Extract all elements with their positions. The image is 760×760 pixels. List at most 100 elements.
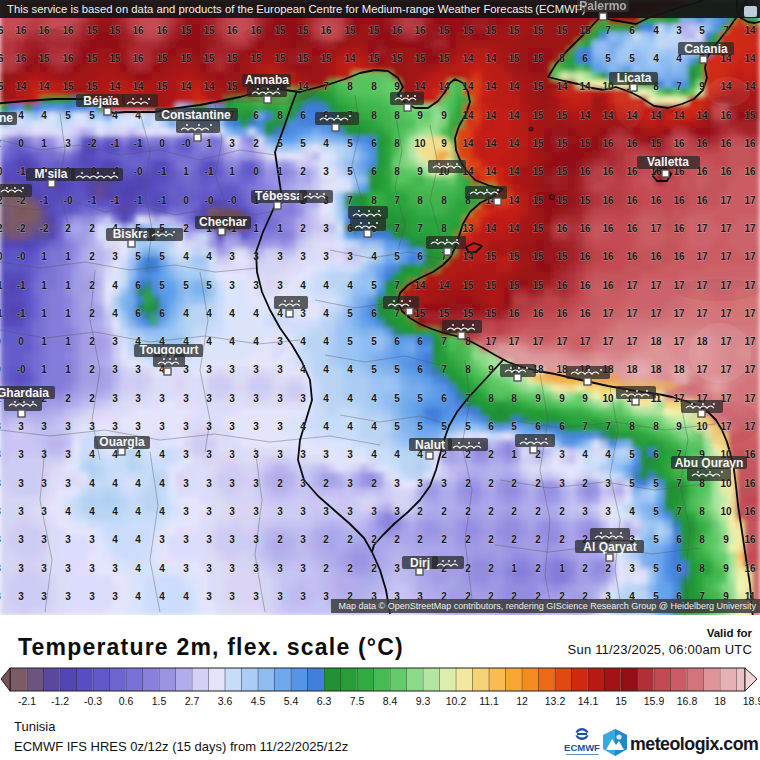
svg-text:16: 16 [132,53,144,64]
svg-text:9: 9 [441,138,447,149]
svg-text:-1: -1 [0,280,3,291]
svg-text:3: 3 [206,534,212,545]
svg-text:10: 10 [602,393,614,404]
svg-text:16: 16 [650,195,662,206]
svg-text:17: 17 [720,251,732,262]
svg-text:9: 9 [417,110,423,121]
svg-text:5: 5 [394,251,400,262]
svg-text:9: 9 [723,563,729,574]
svg-text:8: 8 [371,81,377,92]
svg-text:3: 3 [229,478,235,489]
svg-text:15: 15 [438,308,450,319]
svg-text:3: 3 [676,25,682,36]
svg-text:14: 14 [462,251,474,262]
svg-text:3: 3 [441,478,447,489]
svg-text:-0: -0 [182,138,191,149]
svg-text:4: 4 [300,364,306,375]
svg-text:17: 17 [720,223,732,234]
svg-text:3: 3 [89,591,95,602]
svg-text:17: 17 [744,308,756,319]
svg-text:4: 4 [323,421,329,432]
svg-text:-1: -1 [158,195,167,206]
svg-text:4: 4 [347,421,353,432]
svg-text:5: 5 [371,280,377,291]
svg-text:4: 4 [135,506,141,517]
svg-text:18.9: 18.9 [743,695,760,707]
svg-text:1: 1 [511,449,517,460]
svg-text:4: 4 [112,308,118,319]
svg-text:Biskra: Biskra [113,227,150,241]
svg-text:3: 3 [229,138,235,149]
svg-text:3: 3 [253,449,259,460]
svg-text:7: 7 [441,364,447,375]
svg-text:16: 16 [226,25,238,36]
svg-text:3: 3 [65,449,71,460]
svg-text:3: 3 [582,506,588,517]
svg-text:14: 14 [508,138,520,149]
svg-text:4: 4 [112,534,118,545]
svg-text:14: 14 [462,81,474,92]
svg-text:3: 3 [347,506,353,517]
svg-text:15: 15 [615,695,627,707]
svg-text:1: 1 [277,223,283,234]
svg-text:4: 4 [135,563,141,574]
svg-text:2: 2 [347,563,353,574]
svg-text:2: 2 [277,534,283,545]
svg-text:Catania: Catania [684,42,728,56]
svg-text:2: 2 [394,534,400,545]
svg-text:4: 4 [582,449,588,460]
svg-text:16: 16 [414,25,426,36]
svg-text:3: 3 [323,251,329,262]
svg-text:14: 14 [579,110,591,121]
svg-text:3: 3 [417,478,423,489]
svg-text:17: 17 [626,308,638,319]
svg-text:16: 16 [391,25,403,36]
svg-text:14: 14 [508,223,520,234]
svg-text:3: 3 [159,393,165,404]
svg-text:2: 2 [441,506,447,517]
svg-text:15: 15 [297,25,309,36]
svg-text:2: 2 [417,506,423,517]
svg-text:10.2: 10.2 [446,695,467,707]
svg-text:6: 6 [300,110,306,121]
svg-text:3: 3 [323,223,329,234]
svg-text:5: 5 [653,478,659,489]
svg-text:3: 3 [229,364,235,375]
svg-text:16: 16 [744,563,756,574]
svg-text:6: 6 [441,393,447,404]
svg-text:5: 5 [699,25,705,36]
svg-text:3: 3 [300,591,306,602]
svg-text:3: 3 [300,393,306,404]
svg-text:4: 4 [112,506,118,517]
svg-text:4: 4 [229,336,235,347]
svg-text:6: 6 [371,138,377,149]
svg-text:15: 15 [508,53,520,64]
svg-text:8.4: 8.4 [383,695,398,707]
svg-text:3: 3 [277,280,283,291]
svg-text:4: 4 [629,506,635,517]
svg-text:17: 17 [696,223,708,234]
svg-text:3: 3 [18,591,24,602]
svg-text:16: 16 [132,25,144,36]
svg-text:2: 2 [183,223,189,234]
svg-text:16: 16 [673,138,685,149]
svg-text:0: 0 [18,138,24,149]
svg-text:3: 3 [347,449,353,460]
svg-text:16: 16 [626,195,638,206]
svg-text:15: 15 [414,308,426,319]
svg-text:6: 6 [135,308,141,319]
svg-text:3: 3 [183,534,189,545]
svg-text:-0: -0 [0,166,3,177]
svg-text:8: 8 [699,534,705,545]
svg-text:Ghardaia: Ghardaia [0,386,49,400]
svg-text:17: 17 [744,336,756,347]
svg-text:Constantine: Constantine [161,108,231,122]
svg-text:13.2: 13.2 [545,695,566,707]
svg-text:-0: -0 [17,364,26,375]
svg-text:1: 1 [41,364,47,375]
svg-text:16: 16 [720,138,732,149]
svg-text:6: 6 [653,449,659,460]
svg-text:17: 17 [696,280,708,291]
svg-text:4: 4 [323,280,329,291]
svg-text:5: 5 [371,364,377,375]
